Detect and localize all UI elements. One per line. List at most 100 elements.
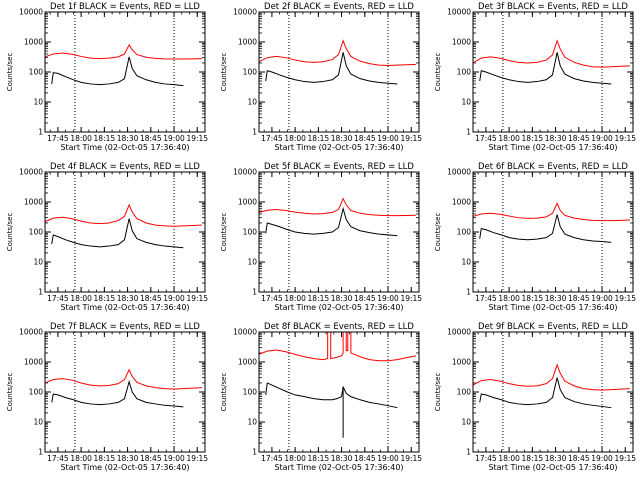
y-tick-label: 1000 — [452, 358, 471, 367]
series-line-lld — [473, 363, 630, 391]
x-tick-label: 17:45 — [261, 294, 283, 303]
y-tick-label: 10 — [247, 98, 257, 107]
plot-frame — [472, 331, 634, 453]
x-tick-label: 19:15 — [400, 294, 422, 303]
y-axis-label: Counts/sec — [220, 373, 228, 412]
y-tick-label: 10000 — [447, 328, 471, 337]
x-axis-label: Start Time (02-Oct-05 17:36:40) — [274, 303, 403, 312]
y-tick-label: 100 — [29, 68, 44, 77]
x-tick-label: 18:45 — [140, 294, 162, 303]
series-line-events — [265, 382, 398, 438]
y-tick-label: 10000 — [233, 8, 257, 17]
panel-det-6: Det 6f BLACK = Events, RED = LLD 17:45 18:… — [434, 162, 636, 312]
y-tick-label: 10 — [247, 258, 257, 267]
x-tick-label: 19:15 — [614, 294, 636, 303]
y-tick-label: 1000 — [238, 38, 257, 47]
y-tick-label: 1 — [38, 448, 43, 457]
series-line-lld — [473, 202, 630, 222]
x-tick-label: 18:15 — [308, 454, 330, 463]
x-tick-label: 19:00 — [377, 454, 399, 463]
x-tick-label: 17:45 — [47, 454, 69, 463]
y-tick-label: 100 — [457, 68, 472, 77]
y-tick-label: 100 — [243, 228, 258, 237]
x-tick-label: 18:15 — [94, 294, 116, 303]
plot-frame — [258, 331, 420, 453]
series-line-events — [265, 52, 398, 85]
y-tick-label: 10000 — [233, 168, 257, 177]
y-tick-label: 1000 — [24, 358, 43, 367]
plot-frame — [472, 171, 634, 293]
x-tick-label: 18:00 — [284, 294, 306, 303]
y-axis-label: Counts/sec — [6, 53, 14, 92]
x-tick-label: 19:15 — [614, 134, 636, 143]
x-tick-label: 18:00 — [70, 294, 92, 303]
x-tick-label: 18:45 — [140, 134, 162, 143]
series-line-events — [479, 377, 612, 409]
x-tick-label: 19:00 — [163, 134, 185, 143]
y-tick-label: 1000 — [452, 38, 471, 47]
x-tick-label: 18:30 — [117, 454, 139, 463]
x-tick-label: 19:15 — [186, 454, 208, 463]
x-tick-label: 18:00 — [498, 294, 520, 303]
series-line-events — [51, 56, 184, 87]
plot-frame — [44, 11, 206, 133]
series-line-events — [51, 379, 184, 408]
x-tick-label: 18:15 — [308, 134, 330, 143]
panel-title: Det 4f BLACK = Events, RED = LLD — [50, 162, 200, 172]
y-tick-label: 1 — [252, 448, 257, 457]
x-tick-label: 18:30 — [117, 294, 139, 303]
panel-title: Det 7f BLACK = Events, RED = LLD — [50, 322, 200, 332]
y-tick-label: 100 — [29, 228, 44, 237]
x-tick-label: 18:00 — [284, 454, 306, 463]
y-axis-label: Counts/sec — [434, 213, 442, 252]
panel-title: Det 8f BLACK = Events, RED = LLD — [264, 322, 414, 332]
x-axis-label: Start Time (02-Oct-05 17:36:40) — [274, 143, 403, 152]
series-line-lld — [473, 39, 630, 68]
y-tick-label: 10 — [461, 418, 471, 427]
y-tick-label: 10000 — [447, 168, 471, 177]
x-tick-label: 17:45 — [47, 294, 69, 303]
series-line-events — [479, 52, 612, 85]
x-axis-label: Start Time (02-Oct-05 17:36:40) — [274, 463, 403, 472]
x-tick-label: 18:30 — [545, 454, 567, 463]
series-line-lld — [259, 39, 416, 66]
panel-title: Det 9f BLACK = Events, RED = LLD — [478, 322, 628, 332]
plot-frame — [258, 171, 420, 293]
y-tick-label: 100 — [243, 388, 258, 397]
x-tick-label: 19:15 — [614, 454, 636, 463]
y-axis-label: Counts/sec — [434, 53, 442, 92]
x-axis-label: Start Time (02-Oct-05 17:36:40) — [60, 143, 189, 152]
x-tick-label: 18:30 — [331, 454, 353, 463]
x-tick-label: 19:15 — [186, 294, 208, 303]
x-tick-label: 19:00 — [591, 454, 613, 463]
x-axis-label: Start Time (02-Oct-05 17:36:40) — [488, 463, 617, 472]
x-tick-label: 19:15 — [400, 134, 422, 143]
y-tick-label: 1000 — [238, 358, 257, 367]
x-tick-label: 19:00 — [163, 294, 185, 303]
y-tick-label: 10000 — [19, 168, 43, 177]
y-tick-label: 1 — [38, 128, 43, 137]
x-tick-label: 17:45 — [475, 294, 497, 303]
panel-title: Det 6f BLACK = Events, RED = LLD — [478, 162, 628, 172]
y-tick-label: 1000 — [238, 198, 257, 207]
x-tick-label: 17:45 — [261, 454, 283, 463]
y-tick-label: 10000 — [447, 8, 471, 17]
x-tick-label: 18:15 — [94, 134, 116, 143]
x-axis-label: Start Time (02-Oct-05 17:36:40) — [60, 463, 189, 472]
y-tick-label: 100 — [243, 68, 258, 77]
x-tick-label: 18:00 — [70, 134, 92, 143]
series-line-lld — [259, 332, 416, 362]
panel-title: Det 2f BLACK = Events, RED = LLD — [264, 2, 414, 12]
y-axis-label: Counts/sec — [220, 53, 228, 92]
y-tick-label: 100 — [457, 388, 472, 397]
y-tick-label: 10000 — [19, 8, 43, 17]
y-axis-label: Counts/sec — [434, 373, 442, 412]
y-axis-label: Counts/sec — [6, 213, 14, 252]
y-tick-label: 10 — [247, 418, 257, 427]
x-tick-label: 17:45 — [47, 134, 69, 143]
